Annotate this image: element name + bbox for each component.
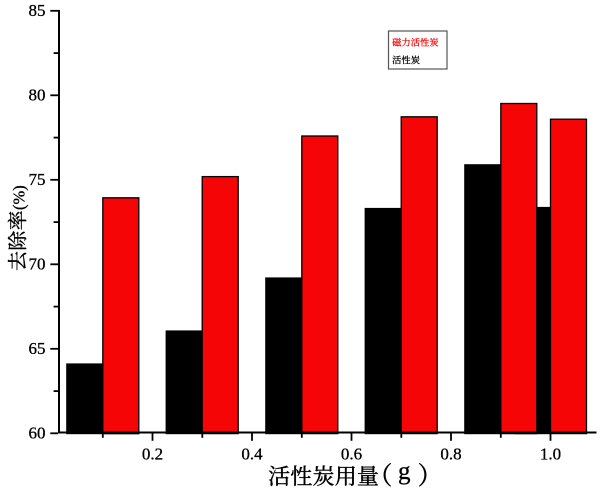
svg-text:g: g — [398, 458, 411, 485]
svg-text:75: 75 — [29, 170, 46, 189]
svg-text:65: 65 — [29, 339, 46, 358]
svg-text:70: 70 — [29, 254, 46, 273]
svg-text:60: 60 — [29, 423, 46, 442]
svg-text:1.0: 1.0 — [540, 444, 561, 463]
svg-text:0.4: 0.4 — [241, 444, 263, 463]
svg-text:0.6: 0.6 — [341, 444, 362, 463]
svg-text:(%): (%) — [10, 185, 29, 210]
svg-text:0.2: 0.2 — [142, 444, 163, 463]
svg-text:80: 80 — [29, 85, 46, 104]
svg-text:85: 85 — [29, 1, 46, 20]
svg-text:0.8: 0.8 — [440, 444, 461, 463]
